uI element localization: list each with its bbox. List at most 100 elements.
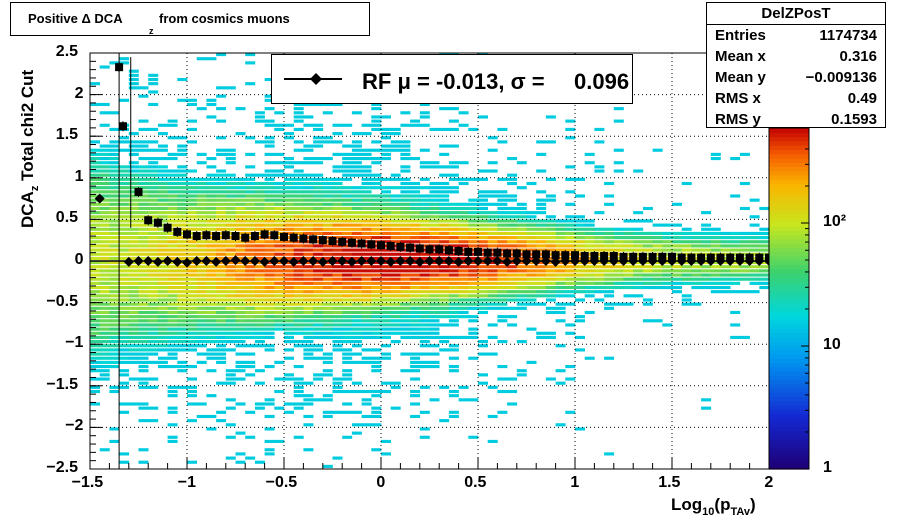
diamond-marker — [317, 256, 328, 267]
heatmap-cell — [293, 261, 304, 265]
heatmap-cell — [652, 277, 663, 281]
heatmap-cell — [332, 265, 343, 269]
heatmap-cell — [216, 227, 227, 231]
heatmap-cell — [458, 306, 469, 310]
heatmap-cell — [167, 352, 178, 356]
heatmap-cell — [478, 281, 488, 285]
heatmap-cell — [400, 285, 411, 290]
heatmap-cell — [284, 377, 294, 381]
palette-band — [769, 217, 809, 223]
heatmap-cell — [322, 190, 333, 194]
heatmap-cell — [245, 211, 256, 215]
heatmap-cell — [128, 310, 139, 315]
heatmap-cell — [400, 198, 411, 202]
heatmap-cell — [119, 356, 130, 360]
heatmap-cell — [90, 252, 100, 256]
heatmap-cell — [410, 302, 421, 306]
heatmap-cell — [303, 206, 314, 211]
heatmap-cell — [332, 169, 343, 173]
heatmap-cell — [759, 248, 770, 252]
heatmap-cell — [177, 281, 188, 285]
heatmap-cell — [681, 244, 692, 248]
heatmap-cell — [584, 240, 595, 244]
heatmap-cell — [264, 169, 275, 173]
heatmap-cell — [565, 323, 576, 327]
heatmap-cell — [400, 302, 411, 306]
heatmap-cell — [662, 273, 673, 277]
heatmap-cell — [516, 215, 527, 219]
heatmap-cell — [351, 273, 362, 277]
heatmap-cell — [99, 377, 110, 381]
heatmap-cell — [196, 261, 207, 265]
heatmap-cell — [119, 169, 130, 173]
heatmap-cell — [361, 356, 372, 360]
heatmap-cell — [371, 227, 382, 231]
heatmap-cell — [710, 248, 721, 252]
heatmap-cell — [303, 244, 314, 248]
heatmap-cell — [710, 261, 721, 265]
heatmap-cell — [138, 169, 149, 173]
heatmap-cell — [332, 236, 343, 240]
heatmap-cell — [187, 198, 197, 202]
heatmap-cell — [99, 219, 110, 223]
heatmap-cell — [381, 219, 391, 223]
heatmap-cell — [109, 244, 120, 248]
heatmap-cell — [216, 348, 227, 352]
heatmap-cell — [322, 281, 333, 285]
heatmap-cell — [439, 252, 450, 256]
heatmap-cell — [652, 256, 663, 260]
heatmap-cell — [497, 265, 508, 269]
heatmap-cell — [196, 215, 207, 219]
heatmap-cell — [545, 285, 556, 290]
heatmap-cell — [642, 277, 653, 281]
heatmap-cell — [128, 344, 139, 348]
heatmap-cell — [109, 335, 120, 339]
heatmap-cell — [148, 90, 159, 94]
heatmap-cell — [361, 310, 372, 315]
heatmap-cell — [206, 340, 217, 344]
heatmap-cell — [148, 244, 159, 248]
palette-band — [769, 268, 809, 274]
heatmap-cell — [138, 315, 149, 319]
heatmap-cell — [235, 335, 246, 339]
palette-band — [769, 136, 809, 142]
heatmap-cell — [284, 373, 294, 377]
heatmap-cell — [264, 319, 275, 323]
heatmap-cell — [109, 173, 120, 177]
heatmap-cell — [351, 298, 362, 302]
square-marker — [367, 240, 376, 249]
heatmap-cell — [516, 340, 527, 344]
diamond-marker — [182, 257, 192, 268]
heatmap-cell — [448, 119, 459, 123]
heatmap-cell — [497, 177, 508, 181]
heatmap-cell — [594, 290, 605, 294]
heatmap-cell — [458, 211, 469, 215]
heatmap-cell — [264, 281, 275, 285]
diamond-marker — [647, 256, 658, 266]
heatmap-cell — [710, 273, 721, 277]
heatmap-cell — [303, 236, 314, 240]
heatmap-cell — [225, 285, 236, 290]
heatmap-cell — [516, 223, 527, 227]
heatmap-cell — [565, 244, 576, 248]
heatmap-cell — [245, 152, 256, 156]
heatmap-cell — [642, 231, 653, 235]
palette-band — [769, 311, 809, 317]
heatmap-cell — [419, 352, 430, 356]
heatmap-cell — [681, 248, 692, 252]
x-tick-label: −1 — [177, 474, 197, 491]
heatmap-cell — [526, 261, 537, 265]
heatmap-cell — [119, 315, 130, 319]
heatmap-cell — [284, 132, 294, 136]
heatmap-cell — [293, 127, 304, 131]
heatmap-cell — [293, 219, 304, 223]
heatmap-cell — [371, 219, 382, 223]
heatmap-cell — [584, 231, 595, 235]
heatmap-cell — [138, 419, 149, 423]
z-tick-label: 1 — [823, 459, 832, 476]
heatmap-cell — [293, 211, 304, 215]
diamond-marker — [705, 256, 716, 266]
heatmap-cell — [342, 310, 353, 315]
diamond-marker — [308, 256, 319, 266]
heatmap-cell — [245, 244, 256, 248]
